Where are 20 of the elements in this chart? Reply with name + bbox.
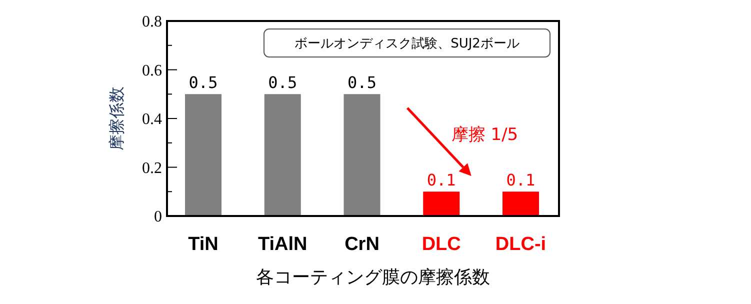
y-tick-label: 0.4 xyxy=(142,111,162,128)
y-tick-label: 0.8 xyxy=(142,14,162,31)
x-tick-label: TiAlN xyxy=(258,234,308,255)
data-label: 0.5 xyxy=(348,73,376,92)
data-label: 0.1 xyxy=(426,170,456,190)
x-tick-label: TiN xyxy=(188,234,218,255)
x-tick-label: CrN xyxy=(344,234,380,255)
annotation: ボールオンディスク試験、SUJ2ボール xyxy=(294,36,520,52)
data-label: 0.1 xyxy=(506,170,536,190)
y-axis-title: 摩擦係数 xyxy=(107,86,126,150)
x-axis-title: 各コーティング膜の摩擦係数 xyxy=(256,267,490,288)
x-tick-label: DLC-i xyxy=(495,234,546,255)
y-tick-label: 0.6 xyxy=(142,62,162,80)
annotation: 摩擦 1/5 xyxy=(451,124,518,145)
y-tick-label: 0 xyxy=(154,208,162,226)
x-tick-label: DLC xyxy=(422,234,462,255)
data-label: 0.5 xyxy=(188,73,218,92)
y-tick-label: 0.2 xyxy=(142,160,162,177)
note-box: ボールオンディスク試験、SUJ2ボール xyxy=(264,28,550,58)
data-label: 0.5 xyxy=(268,73,298,92)
